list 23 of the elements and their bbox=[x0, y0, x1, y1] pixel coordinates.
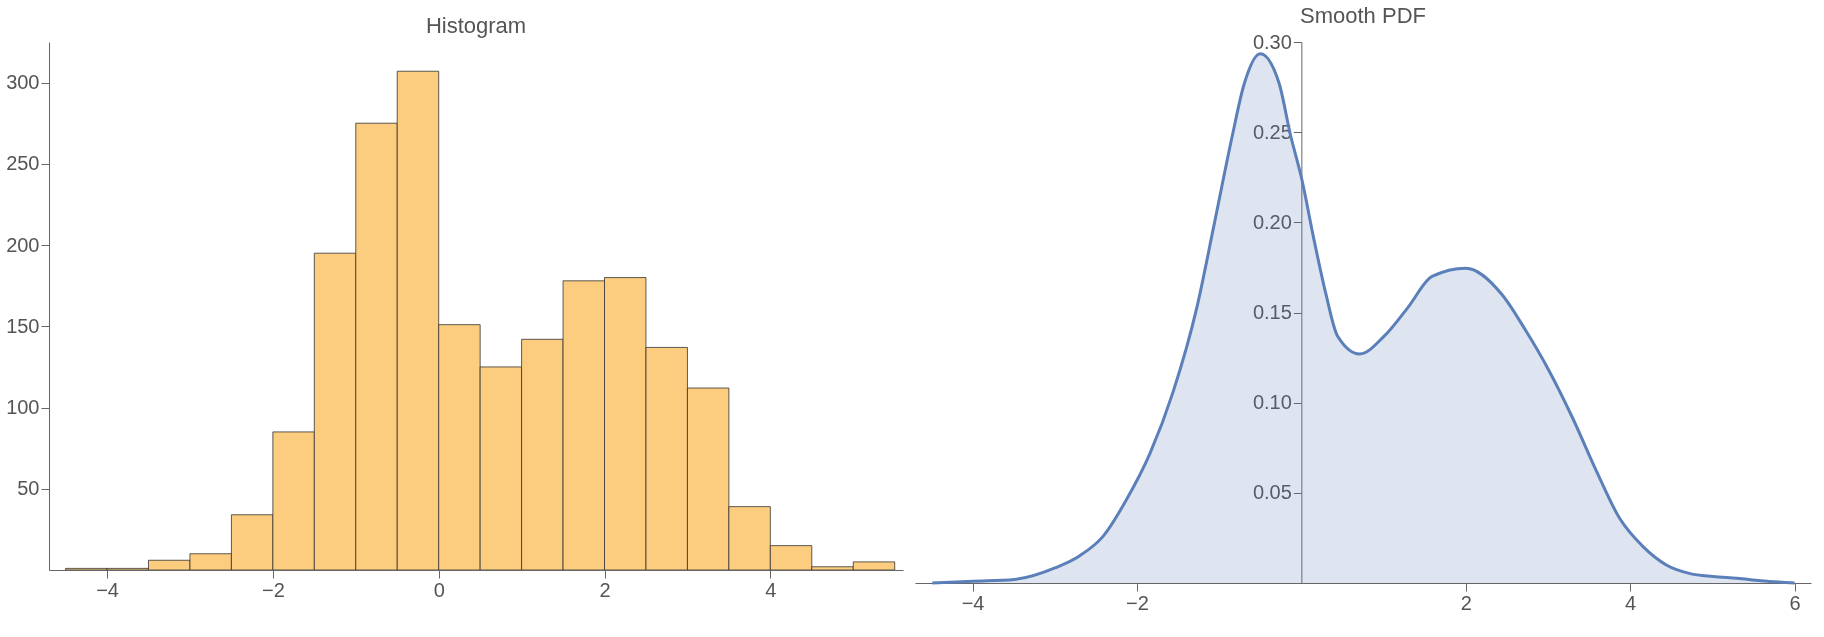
chart-title: Smooth PDF bbox=[1300, 3, 1426, 28]
y-tick-label: 0.10 bbox=[1252, 391, 1292, 414]
y-tick-label: 0.20 bbox=[1252, 210, 1292, 233]
chart-title: Histogram bbox=[425, 13, 527, 38]
y-tick-label: 200 bbox=[6, 233, 40, 256]
x-tick-label: −4 bbox=[961, 591, 985, 614]
x-tick-label: 2 bbox=[599, 578, 611, 601]
y-tick-label: 150 bbox=[6, 314, 40, 337]
x-tick-label: 2 bbox=[1460, 591, 1472, 614]
y-tick-label: 250 bbox=[6, 152, 40, 175]
y-tick-label: 0.30 bbox=[1252, 30, 1292, 53]
x-tick-label: 0 bbox=[433, 578, 445, 601]
y-tick-label: 300 bbox=[6, 71, 40, 94]
y-tick-label: 0.15 bbox=[1252, 301, 1292, 323]
x-tick-label: −4 bbox=[96, 578, 119, 601]
y-tick-label: 100 bbox=[6, 396, 40, 419]
y-tick-label: 50 bbox=[17, 477, 40, 500]
y-tick-label: 0.05 bbox=[1252, 481, 1292, 504]
x-tick-label: 6 bbox=[1789, 591, 1801, 614]
x-tick-label: −2 bbox=[261, 578, 285, 601]
x-tick-label: 4 bbox=[1625, 591, 1637, 614]
x-tick-label: −2 bbox=[1126, 591, 1149, 614]
x-tick-label: 4 bbox=[765, 578, 777, 601]
